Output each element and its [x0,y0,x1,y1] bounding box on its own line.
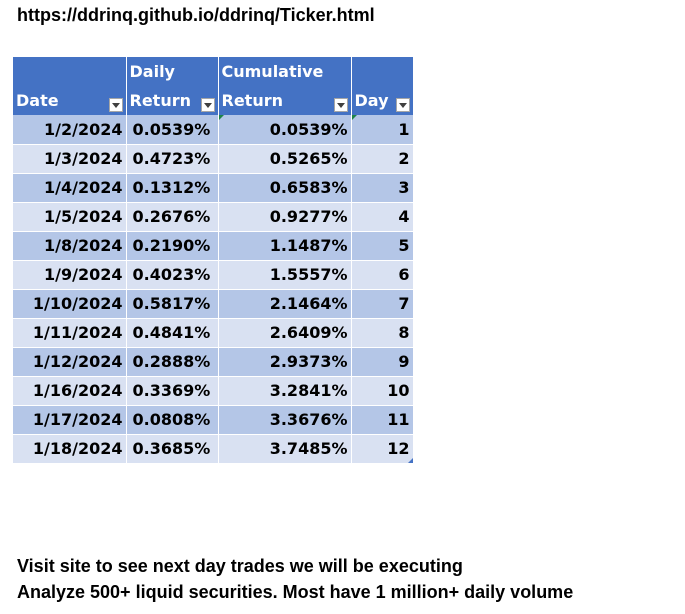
cell-cumulative-return[interactable]: 3.3676% [218,405,352,435]
header-daily-line2: Return [129,91,192,110]
header-cumulative-return: Cumulative Return [218,57,352,115]
header-day-line2: Day [354,91,389,110]
footer-line-1: Visit site to see next day trades we wil… [17,556,463,576]
cell-day[interactable]: 1 [351,115,414,145]
cell-daily-return[interactable]: 0.4023% [126,260,219,290]
cell-date[interactable]: 1/9/2024 [13,260,127,290]
cell-date[interactable]: 1/18/2024 [13,434,127,464]
cell-day-value: 1 [398,119,410,139]
cell-date[interactable]: 1/17/2024 [13,405,127,435]
table-row: 1/4/2024 0.1312% 0.6583% 3 [13,173,414,203]
table-row: 1/18/2024 0.3685% 3.7485% 12 [13,434,414,464]
cell-day[interactable]: 4 [351,202,414,232]
cell-date[interactable]: 1/16/2024 [13,376,127,406]
footer-line-2: Analyze 500+ liquid securities. Most hav… [17,582,574,602]
table-row: 1/9/2024 0.4023% 1.5557% 6 [13,260,414,290]
chevron-down-icon [111,102,120,108]
cell-cumulative-return[interactable]: 3.2841% [218,376,352,406]
returns-table-container: Date Daily Return Cumulative Return Day [13,57,414,464]
cell-daily-return[interactable]: 0.3685% [126,434,219,464]
cell-date[interactable]: 1/12/2024 [13,347,127,377]
site-url[interactable]: https://ddrinq.github.io/ddrinq/Ticker.h… [17,5,375,25]
cell-date[interactable]: 1/2/2024 [13,115,127,145]
cell-day[interactable]: 3 [351,173,414,203]
cell-date[interactable]: 1/10/2024 [13,289,127,319]
cell-day[interactable]: 12 [351,434,414,464]
table-row: 1/12/2024 0.2888% 2.9373% 9 [13,347,414,377]
cell-date[interactable]: 1/4/2024 [13,173,127,203]
table-row: 1/5/2024 0.2676% 0.9277% 4 [13,202,414,232]
error-indicator-icon [218,115,224,120]
cell-daily-return[interactable]: 0.4841% [126,318,219,348]
cell-daily-return[interactable]: 0.2676% [126,202,219,232]
cell-date[interactable]: 1/5/2024 [13,202,127,232]
cell-day[interactable]: 11 [351,405,414,435]
header-day: Day [351,57,414,115]
cell-cumulative-return[interactable]: 0.0539% [218,115,352,145]
cell-day-value: 12 [387,439,410,458]
table-row: 1/16/2024 0.3369% 3.2841% 10 [13,376,414,406]
cell-day[interactable]: 6 [351,260,414,290]
table-resize-handle[interactable] [407,457,413,463]
filter-dropdown-daily-return[interactable] [200,98,215,112]
cell-day[interactable]: 9 [351,347,414,377]
chevron-down-icon [336,102,345,108]
header-cumulative-line1: Cumulative [221,62,324,81]
cell-daily-return[interactable]: 0.5817% [126,289,219,319]
cell-daily-return[interactable]: 0.1312% [126,173,219,203]
cell-day[interactable]: 10 [351,376,414,406]
header-row: Date Daily Return Cumulative Return Day [13,57,414,115]
cell-date[interactable]: 1/8/2024 [13,231,127,261]
cell-cumulative-return[interactable]: 2.1464% [218,289,352,319]
filter-dropdown-cumulative-return[interactable] [333,98,348,112]
cell-cumulative-return[interactable]: 0.9277% [218,202,352,232]
cell-cumulative-return[interactable]: 2.9373% [218,347,352,377]
filter-dropdown-date[interactable] [108,98,123,112]
header-daily-line1: Daily [129,62,175,81]
table-row: 1/3/2024 0.4723% 0.5265% 2 [13,144,414,174]
cell-cumulative-return[interactable]: 1.1487% [218,231,352,261]
cell-cumulative-return[interactable]: 2.6409% [218,318,352,348]
cell-daily-return[interactable]: 0.4723% [126,144,219,174]
chevron-down-icon [398,102,407,108]
cell-daily-return[interactable]: 0.3369% [126,376,219,406]
cell-day[interactable]: 2 [351,144,414,174]
table-row: 1/2/2024 0.0539% 0.0539% 1 [13,115,414,145]
header-cumulative-line2: Return [221,91,284,110]
cell-cumulative-return[interactable]: 3.7485% [218,434,352,464]
table-row: 1/11/2024 0.4841% 2.6409% 8 [13,318,414,348]
cell-day[interactable]: 5 [351,231,414,261]
error-indicator-icon [351,115,357,120]
cell-daily-return[interactable]: 0.0808% [126,405,219,435]
table-row: 1/10/2024 0.5817% 2.1464% 7 [13,289,414,319]
cell-daily-return[interactable]: 0.2190% [126,231,219,261]
cell-daily-return[interactable]: 0.0539% [126,115,219,145]
returns-table: Date Daily Return Cumulative Return Day [13,57,414,464]
table-row: 1/8/2024 0.2190% 1.1487% 5 [13,231,414,261]
chevron-down-icon [203,102,212,108]
cell-date[interactable]: 1/3/2024 [13,144,127,174]
header-date-line2: Date [16,91,59,110]
cell-cumulative-return[interactable]: 0.5265% [218,144,352,174]
cell-cumulative-return[interactable]: 0.6583% [218,173,352,203]
header-date: Date [13,57,127,115]
cell-cumulative-value: 0.0539% [269,119,348,139]
header-daily-return: Daily Return [126,57,219,115]
cell-day[interactable]: 8 [351,318,414,348]
filter-dropdown-day[interactable] [395,98,410,112]
cell-date[interactable]: 1/11/2024 [13,318,127,348]
table-row: 1/17/2024 0.0808% 3.3676% 11 [13,405,414,435]
cell-daily-return[interactable]: 0.2888% [126,347,219,377]
cell-day[interactable]: 7 [351,289,414,319]
cell-cumulative-return[interactable]: 1.5557% [218,260,352,290]
